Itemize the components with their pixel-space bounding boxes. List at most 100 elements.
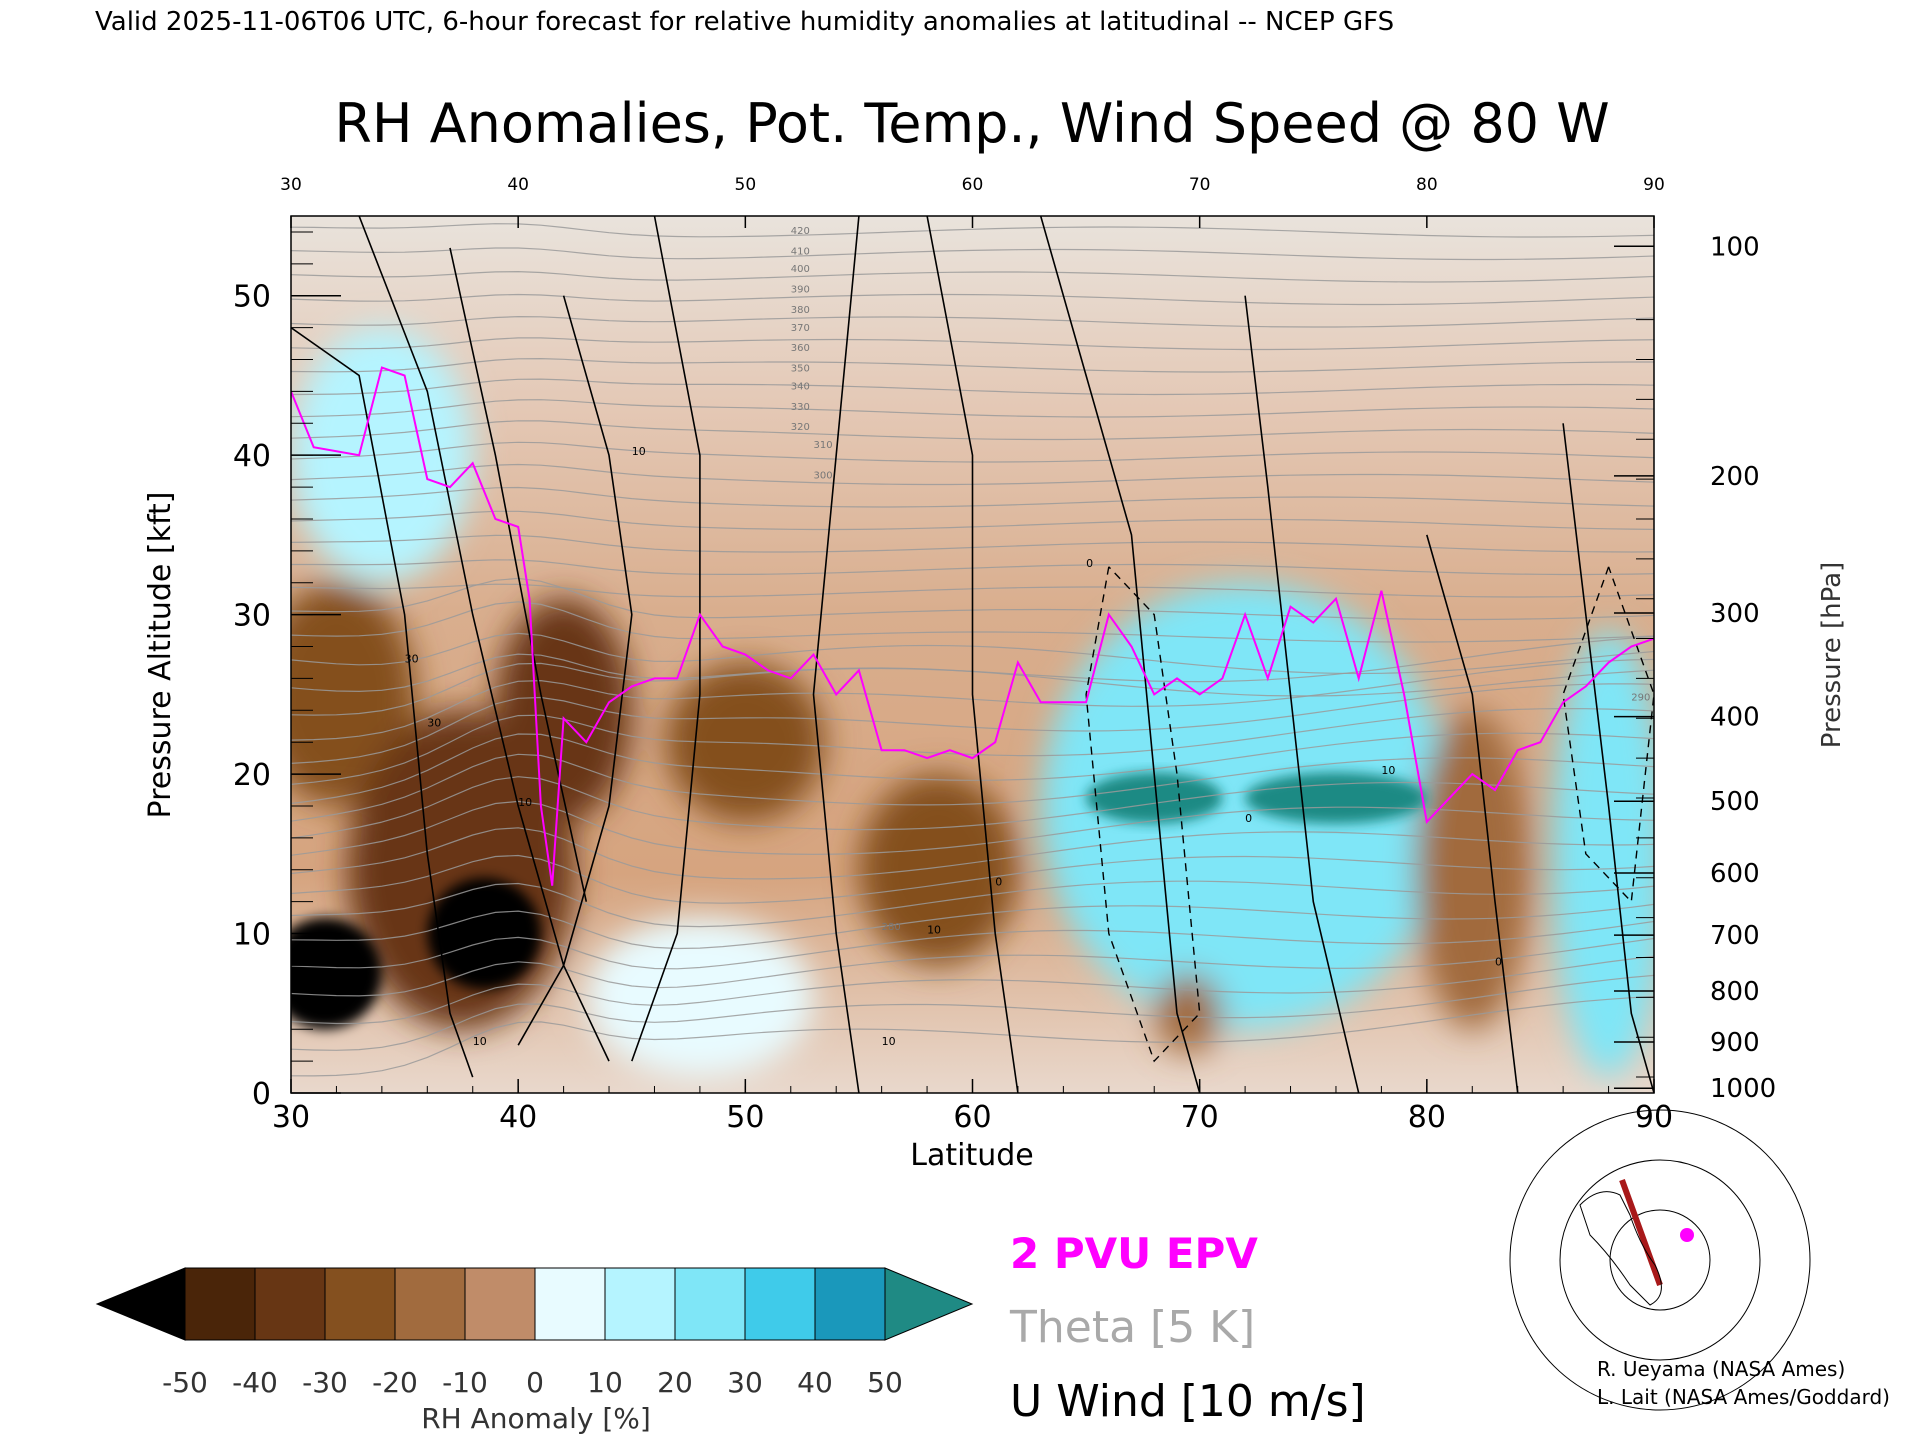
- wind-label-8: 0: [1086, 557, 1093, 570]
- y-tick-label-1: 10: [233, 918, 271, 953]
- pressure-tick-label-9: 1000: [1710, 1074, 1776, 1104]
- legend-pv: 2 PVU EPV: [1010, 1229, 1258, 1278]
- x-top-tick-label-5: 80: [1416, 175, 1438, 195]
- colorbar-tick-5: 0: [526, 1366, 544, 1399]
- colorbar-segment-1: [254, 1267, 326, 1341]
- theta-label-1: 410: [791, 246, 810, 257]
- wind-neg-contour-1: [1562, 566, 1654, 904]
- theta-contour-2: [291, 270, 1654, 283]
- map-dot: [1680, 1228, 1694, 1242]
- wind-label-0: 30: [427, 716, 441, 729]
- colorbar-label: RH Anomaly [%]: [421, 1402, 651, 1435]
- colorbar-over-triangle: [884, 1267, 974, 1341]
- x-tick-label-1: 40: [499, 1100, 537, 1135]
- theta-contour-32: [291, 903, 1654, 950]
- pressure-tick-label-3: 400: [1710, 703, 1760, 733]
- rh-blob-10: [1086, 772, 1223, 824]
- x-axis-bottom: 30 40 50 60 70 80 90: [272, 1079, 1673, 1135]
- rh-blob-6: [858, 774, 1018, 966]
- wind-label-2: 10: [473, 1035, 487, 1048]
- colorbar-tick-1: -40: [232, 1366, 278, 1399]
- map-cross-section-line: [1619, 1178, 1663, 1287]
- colorbar-segment-0: [184, 1267, 256, 1341]
- wind-label-5: 0: [995, 876, 1002, 889]
- x-tick-label-5: 80: [1408, 1100, 1446, 1135]
- rh-blob-5: [665, 662, 825, 822]
- pv-line: [291, 366, 1654, 886]
- wind-label-4: 10: [632, 445, 646, 458]
- colorbar-segment-5: [534, 1267, 606, 1341]
- locator-map: [1509, 1109, 1811, 1411]
- x-tick-label-2: 50: [726, 1100, 764, 1135]
- theta-contour-24: [291, 707, 1654, 785]
- pressure-tick-label-6: 700: [1710, 921, 1760, 951]
- wind-label-11: 0: [1495, 955, 1502, 968]
- y-tick-label-5: 50: [233, 280, 271, 315]
- colorbar-tick-3: -20: [372, 1366, 418, 1399]
- wind-contour-2: [449, 247, 588, 902]
- y-tick-label-2: 20: [233, 758, 271, 793]
- wind-contour-0: [291, 326, 474, 1078]
- theta-label-11: 310: [813, 440, 832, 451]
- x-top-tick-label-1: 40: [507, 175, 529, 195]
- pressure-tick-label-4: 500: [1710, 787, 1760, 817]
- y-tick-label-3: 30: [233, 599, 271, 634]
- theta-contour-6: [291, 357, 1654, 373]
- legend-wind: U Wind [10 m/s]: [1010, 1376, 1366, 1427]
- theta-contour-26: [291, 753, 1654, 822]
- x-top-tick-label-6: 90: [1643, 175, 1665, 195]
- wind-contour-6: [926, 216, 1019, 1093]
- rh-blob-14: [1154, 973, 1223, 1054]
- theta-label-14: 280: [882, 922, 901, 933]
- theta-label-16: 280: [1518, 1190, 1537, 1201]
- theta-contour-33: [291, 920, 1654, 970]
- wind-label-3: 10: [518, 796, 532, 809]
- legend: 2 PVU EPV Theta [5 K] U Wind [10 m/s]: [1009, 1229, 1366, 1427]
- theta-contour-34: [291, 937, 1654, 997]
- wind-label-7: 10: [882, 1035, 896, 1048]
- colorbar-under-triangle: [95, 1267, 186, 1341]
- rh-blob-2: [427, 877, 541, 990]
- credit-line-1: R. Ueyama (NASA Ames): [1597, 1357, 1845, 1381]
- rh-blob-3: [291, 917, 382, 1030]
- wind-contour-10: [1562, 423, 1654, 1093]
- theta-contour-7: [291, 378, 1654, 396]
- x-top-tick-label-0: 30: [280, 175, 302, 195]
- wind-contour-8: [1244, 295, 1360, 1093]
- x-axis-top: 30 40 50 60 70 80 90: [280, 175, 1665, 228]
- credit-line-2: L. Lait (NASA Ames/Goddard): [1597, 1385, 1890, 1409]
- colorbar-segment-8: [744, 1267, 816, 1341]
- theta-label-13: 290: [1631, 693, 1650, 704]
- colorbar-segment-9: [814, 1267, 886, 1341]
- map-ring-inner: [1609, 1209, 1711, 1311]
- wind-contour-1: [358, 216, 610, 1062]
- colorbar-segment-3: [394, 1267, 466, 1341]
- theta-label-2: 400: [791, 264, 810, 275]
- theta-contour-9: [291, 420, 1654, 441]
- rh-blob-12: [1551, 630, 1654, 1077]
- x-top-tick-label-4: 70: [1189, 175, 1211, 195]
- x-top-tick-label-3: 60: [962, 175, 984, 195]
- theta-contour-31: [291, 880, 1654, 928]
- wind-neg-contour-0: [1085, 566, 1201, 1063]
- theta-label-0: 420: [791, 226, 810, 237]
- map-coastline: [1579, 1191, 1662, 1306]
- wind-label-10: 0: [1245, 812, 1252, 825]
- theta-label-6: 360: [791, 343, 810, 354]
- theta-contour-1: [291, 247, 1654, 261]
- wind-contour-9: [1426, 534, 1519, 1093]
- theta-label-4: 380: [791, 305, 810, 316]
- pressure-tick-label-5: 600: [1710, 859, 1760, 889]
- legend-theta: Theta [5 K]: [1009, 1302, 1255, 1353]
- wind-contour-4: [631, 216, 701, 1062]
- y-axis-left: 0 10 20 30 40 50: [233, 231, 341, 1112]
- wind-contour-5: [812, 216, 860, 1093]
- colorbar-tick-4: -10: [442, 1366, 488, 1399]
- theta-label-5: 370: [791, 323, 810, 334]
- theta-contour-36: [291, 974, 1654, 1051]
- theta-contour-5: [291, 337, 1654, 351]
- pressure-tick-label-1: 200: [1710, 462, 1760, 492]
- wind-label-1: 30: [405, 652, 419, 665]
- chart-title: RH Anomalies, Pot. Temp., Wind Speed @ 8…: [334, 92, 1609, 155]
